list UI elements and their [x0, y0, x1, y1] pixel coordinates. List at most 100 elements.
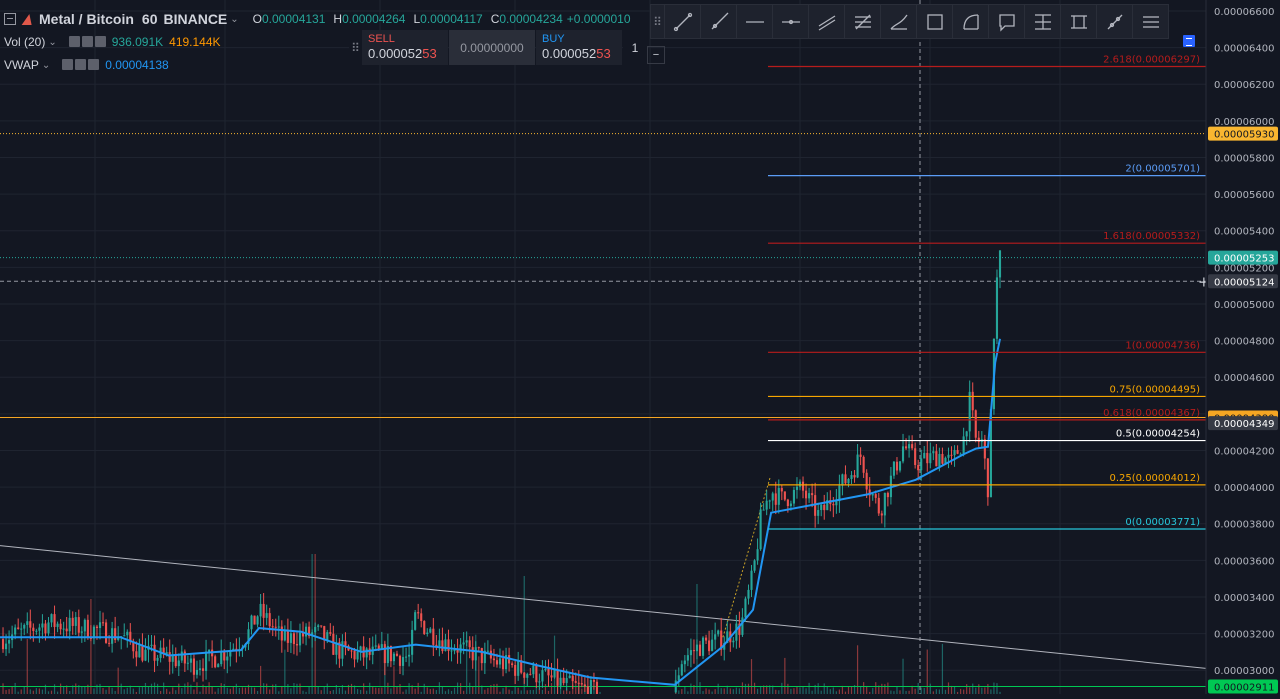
- candle-body: [932, 451, 935, 454]
- horizontal-ray-icon[interactable]: [772, 5, 808, 38]
- candle-body: [153, 644, 156, 661]
- candle-body: [886, 492, 889, 498]
- volume-bar: [593, 687, 595, 694]
- volume-bar: [981, 687, 983, 694]
- price-axis[interactable]: 0.00006600 0.00006400 0.00006200 0.00006000…: [1205, 0, 1280, 694]
- gear-icon[interactable]: [81, 35, 93, 47]
- volume-bar: [463, 690, 465, 694]
- volume-bar: [944, 689, 947, 694]
- close-icon[interactable]: [94, 35, 106, 47]
- candle-body: [941, 453, 944, 464]
- quantity-field[interactable]: 1: [623, 30, 647, 65]
- candle-body: [101, 622, 105, 624]
- volume-bar: [738, 688, 740, 694]
- volume-bar: [175, 690, 177, 694]
- gear-icon[interactable]: [75, 58, 87, 70]
- drag-handle-icon[interactable]: ⠿: [349, 30, 362, 65]
- candle-body: [229, 650, 232, 657]
- pencil-icon[interactable]: [1096, 5, 1132, 38]
- candle-body: [486, 650, 489, 652]
- horizontal-line-icon[interactable]: [736, 5, 772, 38]
- candle-body: [495, 660, 499, 665]
- candle-body: [838, 485, 841, 502]
- chevron-down-icon[interactable]: ⌄: [48, 36, 57, 48]
- close-icon[interactable]: [88, 58, 100, 70]
- volume-bar: [878, 685, 880, 694]
- parallel-channel-icon[interactable]: [808, 5, 844, 38]
- volume-bar: [56, 691, 59, 694]
- arc-icon[interactable]: [952, 5, 988, 38]
- candle-body: [577, 682, 580, 684]
- volume-bar: [529, 689, 531, 694]
- rectangle-icon[interactable]: [916, 5, 952, 38]
- candle-body: [135, 651, 138, 658]
- candle-body: [320, 625, 323, 627]
- volume-bar: [332, 689, 334, 694]
- volume-bar: [426, 687, 428, 694]
- trend-line-icon[interactable]: [664, 5, 700, 38]
- fibonacci-retracement[interactable]: 2.618(0.00006297) 2(0.00005701) 1.618(0.00…: [768, 54, 1206, 530]
- candle-body: [674, 680, 677, 693]
- candle-body: [965, 431, 968, 437]
- fib-level-label: 0.75(0.00004495): [1109, 384, 1200, 395]
- candle-body: [32, 627, 35, 632]
- callout-icon[interactable]: [988, 5, 1024, 38]
- metal-logo-icon: [21, 13, 35, 25]
- candle-body: [986, 458, 989, 498]
- chevron-down-icon[interactable]: ⌄: [41, 59, 51, 71]
- eye-icon[interactable]: [62, 58, 74, 70]
- fib-channel-icon[interactable]: [844, 5, 880, 38]
- sell-button[interactable]: SELL 0.00005253: [362, 30, 448, 65]
- short-position-icon[interactable]: [1060, 5, 1096, 38]
- candle-body: [114, 628, 117, 640]
- horizontal-levels[interactable]: +: [0, 0, 1210, 694]
- long-position-icon[interactable]: [1024, 5, 1060, 38]
- vwap-indicator-name[interactable]: VWAP: [4, 58, 39, 72]
- candle-body: [83, 619, 86, 632]
- candle-body: [765, 500, 768, 510]
- candle-body: [317, 625, 320, 627]
- decrease-quantity-button[interactable]: −: [647, 46, 665, 64]
- volume-bar: [350, 683, 353, 694]
- menu-icon[interactable]: [1132, 5, 1168, 38]
- candle-body: [459, 644, 462, 653]
- candle-body: [432, 628, 435, 645]
- volume-bar: [41, 689, 44, 694]
- chevron-down-icon[interactable]: ⌄: [230, 13, 239, 25]
- candle-body: [274, 626, 277, 628]
- volume-bar: [169, 691, 171, 694]
- brush-icon[interactable]: [880, 5, 916, 38]
- exchange-label[interactable]: BINANCE: [163, 11, 228, 27]
- volume-bar: [432, 688, 434, 694]
- candle-body: [777, 488, 780, 505]
- candle-body: [823, 504, 826, 511]
- volume-bar: [226, 687, 228, 694]
- trend-lines[interactable]: [0, 477, 1207, 669]
- volume-bar: [766, 685, 768, 694]
- candle-body: [235, 648, 238, 650]
- volume-indicator-name[interactable]: Vol (20): [4, 35, 46, 49]
- candle-body: [786, 499, 789, 507]
- symbol-title[interactable]: Metal / Bitcoin: [39, 11, 134, 27]
- candle-body: [59, 623, 62, 630]
- candle-body: [435, 644, 438, 647]
- scale-settings-icon[interactable]: [1183, 35, 1195, 47]
- volume-bar: [481, 685, 483, 694]
- drag-handle-icon[interactable]: ⠿: [653, 14, 662, 29]
- volume-bar: [190, 684, 192, 694]
- candle-body: [389, 645, 392, 662]
- volume-bar: [996, 683, 998, 694]
- eye-icon[interactable]: [68, 35, 80, 47]
- candle-body: [177, 660, 180, 667]
- interval-label[interactable]: 60: [141, 11, 158, 27]
- ray-icon[interactable]: [700, 5, 736, 38]
- volume-bar: [81, 686, 83, 694]
- buy-button[interactable]: BUY 0.00005253: [536, 30, 622, 65]
- price-tick-label: 0.00006200: [1214, 80, 1274, 91]
- volume-bar: [508, 689, 510, 694]
- candle-body: [753, 560, 756, 571]
- candle-body: [950, 454, 953, 456]
- collapse-legend-icon[interactable]: [4, 13, 16, 25]
